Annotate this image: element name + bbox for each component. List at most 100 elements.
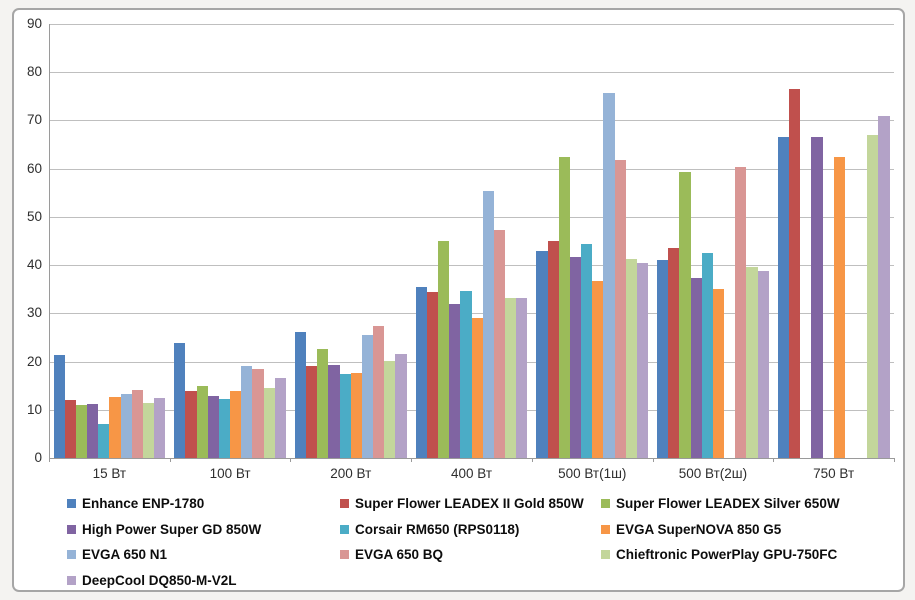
gridline [49,72,894,74]
bar-slot [64,24,76,458]
legend-item: EVGA 650 N1 [67,546,340,572]
bar [757,270,769,458]
x-category-label: 100 Вт [209,466,251,481]
bar-slot [426,24,438,458]
bar-slot [449,24,461,458]
bar-slot [845,24,856,458]
bar [252,368,264,458]
bar-slot [395,24,407,458]
bar-slot [569,24,582,458]
bar-slot [154,24,166,458]
bar-slot [777,24,789,458]
bar [75,404,88,458]
legend-swatch [601,524,610,534]
bar [87,404,99,458]
bar-slot [493,24,506,458]
gridline [49,216,894,218]
legend-label: Super Flower LEADEX II Gold 850W [355,496,584,511]
bar [361,334,374,458]
y-tick-label: 30 [26,305,42,321]
bar [207,395,219,458]
bar [746,267,758,458]
x-category-label: 500 Вт(2ш) [678,466,748,481]
bar [735,166,747,458]
bar-slot [668,24,680,458]
bar-slot [460,24,472,458]
y-tick-label: 70 [26,112,42,128]
bar [614,160,626,458]
legend-label: Corsair RM650 (RPS0118) [355,521,520,537]
bar-slot [614,24,626,458]
bar [438,240,450,458]
bar-slot [657,24,669,458]
bar [547,241,559,458]
bar-slot [415,24,427,458]
bar-slot [701,24,713,458]
bar [603,93,615,458]
bar-slot [317,24,329,458]
bar [558,156,570,458]
bar [712,288,725,458]
y-tick-label: 20 [26,353,42,369]
bar [833,157,845,458]
bar-slot [536,24,548,458]
legend-label: EVGA 650 N1 [82,547,168,562]
bar-group [170,24,291,458]
bar-slot [438,24,450,458]
bar [657,260,669,458]
bar [218,398,231,458]
legend-swatch [340,524,349,534]
bar-slot [833,24,845,458]
bar-slot [811,24,823,458]
x-axis-tick [773,458,775,462]
bar-slot [603,24,615,458]
bar-slot [87,24,99,458]
bar [493,229,506,458]
bar [274,377,286,458]
bar-group [532,24,653,458]
bar-slot [384,24,396,458]
legend-item: Chieftronic PowerPlay GPU-750FC [601,546,892,572]
legend-swatch [340,550,349,559]
bar [131,389,143,458]
bar [690,278,702,458]
legend-label: Chieftronic PowerPlay GPU-750FC [616,547,838,562]
bar-slot [690,24,702,458]
y-tick-label: 0 [34,450,42,465]
x-axis-tick [411,458,413,462]
x-axis-tick [531,458,533,462]
bar-slot [230,24,242,458]
gridline [49,24,894,25]
x-axis-tick [894,458,895,462]
bar [339,373,351,458]
bar [536,250,548,458]
legend-label: High Power Super GD 850W [82,521,262,537]
bar-slot [120,24,132,458]
bar [98,424,110,458]
y-tick-label: 80 [26,64,42,80]
y-tick-label: 40 [26,257,42,273]
x-category-label: 200 Вт [330,466,372,481]
bar-slot [131,24,143,458]
gridline [49,168,894,170]
legend-item: High Power Super GD 850W [67,521,340,547]
bar-slot [757,24,769,458]
bar-slot [75,24,88,458]
bar [196,385,208,458]
bar [317,349,329,458]
bar-slot [712,24,725,458]
bar-slot [185,24,197,458]
bar [64,400,76,458]
bar-slot [482,24,494,458]
bar-slot [53,24,65,458]
bar [426,291,438,458]
bar [636,263,649,458]
bar [109,397,121,458]
bar-slot [867,24,879,458]
bar-slot [558,24,570,458]
bar [350,372,362,458]
legend-label: EVGA SuperNOVA 850 G5 [616,521,782,537]
legend-label: EVGA 650 BQ [355,547,444,562]
chart-container: 0 10 20 30 40 50 60 70 80 90 15 Вт 100 Вт 200 Вт 400… [12,8,905,592]
y-tick-label: 60 [26,160,42,176]
